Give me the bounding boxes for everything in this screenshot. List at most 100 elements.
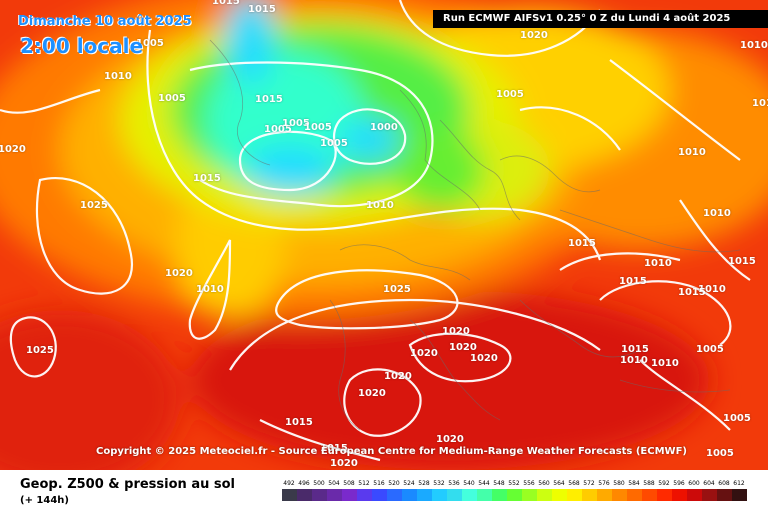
isobar-label: 1010 <box>104 71 132 82</box>
scale-swatch <box>507 489 522 501</box>
isobar-label: 1025 <box>80 200 108 211</box>
scale-value: 516 <box>373 480 385 487</box>
scale-value: 600 <box>688 480 700 487</box>
scale-value: 500 <box>313 480 325 487</box>
isobar-label: 1020 <box>358 388 386 399</box>
scale-swatch <box>642 489 657 501</box>
isobar-label: 1015 <box>619 276 647 287</box>
scale-value: 592 <box>658 480 670 487</box>
isobar-label: 1020 <box>384 371 412 382</box>
run-info: Run ECMWF AIFSv1 0.25° 0 Z du Lundi 4 ao… <box>433 10 768 28</box>
scale-swatch <box>327 489 342 501</box>
scale-swatch <box>462 489 477 501</box>
scale-value: 544 <box>478 480 490 487</box>
copyright-text: Copyright © 2025 Meteociel.fr - Source E… <box>96 446 687 457</box>
isobar-label: 1005 <box>723 413 751 424</box>
scale-value: 508 <box>343 480 355 487</box>
scale-swatch <box>627 489 642 501</box>
scale-value: 556 <box>523 480 535 487</box>
isobar-label: 1020 <box>436 434 464 445</box>
isobar-label: 1000 <box>370 122 398 133</box>
scale-value: 512 <box>358 480 370 487</box>
scale-swatch <box>567 489 582 501</box>
isobar-label: 1020 <box>520 30 548 41</box>
scale-value: 520 <box>388 480 400 487</box>
scale-value: 612 <box>733 480 745 487</box>
forecast-lead-time: (+ 144h) <box>20 495 69 506</box>
scale-swatch <box>447 489 462 501</box>
scale-value: 608 <box>718 480 730 487</box>
isobar-label: 1010 <box>752 98 768 109</box>
color-scale-legend: 492 496 500 504 508 512 516 520 524 528 532 536 540 5… <box>282 480 752 504</box>
isobar-label: 1015 <box>248 4 276 15</box>
scale-swatch <box>732 489 747 501</box>
scale-swatch <box>342 489 357 501</box>
scale-value: 548 <box>493 480 505 487</box>
isobar-label: 1020 <box>410 348 438 359</box>
map-title: Geop. Z500 & pression au sol <box>20 477 235 492</box>
isobar-label: 1020 <box>449 342 477 353</box>
isobar-label: 1020 <box>0 144 26 155</box>
scale-value: 552 <box>508 480 520 487</box>
isobar-label: 1010 <box>703 208 731 219</box>
scale-value: 536 <box>448 480 460 487</box>
isobar-label: 1015 <box>255 94 283 105</box>
scale-value: 528 <box>418 480 430 487</box>
isobar-label: 1010 <box>644 258 672 269</box>
isobar-label: 1025 <box>26 345 54 356</box>
scale-swatch <box>717 489 732 501</box>
isobar-label: 1010 <box>366 200 394 211</box>
isobar-label: 1015 <box>621 344 649 355</box>
scale-value: 560 <box>538 480 550 487</box>
scale-swatch <box>402 489 417 501</box>
scale-swatch <box>537 489 552 501</box>
isobar-label: 1015 <box>568 238 596 249</box>
scale-swatch <box>387 489 402 501</box>
scale-value: 572 <box>583 480 595 487</box>
scale-swatch <box>687 489 702 501</box>
scale-value: 564 <box>553 480 565 487</box>
scale-swatch <box>552 489 567 501</box>
scale-swatch <box>657 489 672 501</box>
isobar-label: 1020 <box>442 326 470 337</box>
scale-value: 596 <box>673 480 685 487</box>
scale-value: 588 <box>643 480 655 487</box>
isobar-label: 1005 <box>696 344 724 355</box>
isobar-label: 1005 <box>320 138 348 149</box>
scale-swatch <box>672 489 687 501</box>
isobar-label: 1005 <box>304 122 332 133</box>
scale-value: 524 <box>403 480 415 487</box>
scale-value: 532 <box>433 480 445 487</box>
isobar-label: 1010 <box>698 284 726 295</box>
scale-swatch <box>312 489 327 501</box>
scale-value: 496 <box>298 480 310 487</box>
scale-value: 504 <box>328 480 340 487</box>
isobar-label: 1015 <box>193 173 221 184</box>
isobar-label: 1005 <box>282 118 310 129</box>
scale-swatch <box>417 489 432 501</box>
scale-swatch <box>372 489 387 501</box>
scale-swatch <box>492 489 507 501</box>
isobar-label: 1010 <box>196 284 224 295</box>
isobar-label: 1005 <box>264 124 292 135</box>
isobar-label: 1020 <box>165 268 193 279</box>
geopotential-field <box>0 0 768 470</box>
scale-swatch <box>297 489 312 501</box>
isobar-label: 1005 <box>496 89 524 100</box>
map-footer: Geop. Z500 & pression au sol (+ 144h) 49… <box>0 470 768 512</box>
scale-swatch <box>282 489 297 501</box>
isobar-label: 1010 <box>740 40 768 51</box>
isobar-label: 1025 <box>383 284 411 295</box>
isobar-label: 1015 <box>728 256 756 267</box>
scale-value: 568 <box>568 480 580 487</box>
isobar-label: 1010 <box>620 355 648 366</box>
scale-value: 580 <box>613 480 625 487</box>
forecast-date: Dimanche 10 août 2025 <box>18 14 192 29</box>
weather-map: 1015 1015 1005 1010 1005 1015 1005 1005 … <box>0 0 768 470</box>
run-info-text: Run ECMWF AIFSv1 0.25° 0 Z du Lundi 4 ao… <box>443 13 731 24</box>
isobar-label: 1015 <box>285 417 313 428</box>
scale-swatch <box>522 489 537 501</box>
scale-swatch <box>612 489 627 501</box>
scale-swatch <box>582 489 597 501</box>
scale-value: 604 <box>703 480 715 487</box>
